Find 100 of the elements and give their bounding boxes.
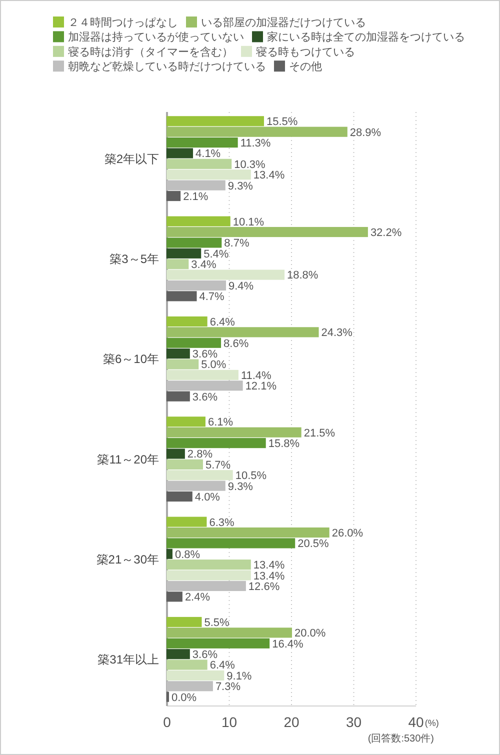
bar: [166, 516, 207, 527]
y-tick-label: 築31年以上: [98, 652, 159, 667]
bar: [166, 391, 190, 402]
bar: [166, 649, 190, 660]
data-label: 4.1%: [196, 148, 221, 160]
data-label: 6.4%: [210, 660, 236, 672]
legend-label: その他: [289, 61, 322, 74]
bar: [166, 427, 302, 438]
bar: [166, 527, 330, 538]
bar: [166, 681, 213, 692]
data-label: 3.6%: [192, 391, 218, 404]
text: (回答数:530件): [368, 732, 434, 745]
y-tick-label: 築2年以下: [104, 152, 159, 166]
data-label: 4.7%: [199, 291, 225, 304]
bar: [166, 327, 319, 338]
bar: [166, 638, 270, 648]
bar: [166, 170, 251, 180]
x-tick-label: 40: [408, 714, 424, 730]
x-axis-title: (%): [424, 718, 439, 728]
data-label: 11.3%: [240, 138, 271, 150]
bar: [166, 448, 185, 459]
data-label: 13.4%: [253, 170, 285, 182]
data-label: 11.4%: [240, 370, 272, 382]
bar: [166, 126, 348, 137]
bar: [166, 226, 368, 238]
bar: [166, 616, 202, 628]
data-label: 2.8%: [187, 448, 213, 461]
data-label: 8.6%: [224, 338, 249, 350]
data-label: 5.7%: [205, 459, 231, 472]
bar: [166, 570, 251, 580]
data-label: 15.8%: [268, 438, 300, 450]
data-label: 6.3%: [209, 516, 235, 529]
data-label: 8.7%: [224, 238, 250, 250]
bar: [166, 670, 224, 681]
data-label: 26.0%: [332, 527, 364, 540]
data-label: 13.4%: [253, 570, 285, 582]
data-label: 28.9%: [350, 126, 382, 139]
legend-label: 加湿器は持っているが使っていない: [68, 30, 244, 44]
legend-label: 寝る時もつけている: [256, 45, 355, 58]
data-label: 10.3%: [234, 158, 266, 171]
data-label: 5.5%: [204, 616, 230, 629]
data-label: 10.5%: [235, 470, 267, 482]
legend-label: 家にいる時は全ての加湿器をつけている: [267, 30, 465, 44]
data-label: 9.4%: [228, 280, 254, 292]
bar: [166, 316, 208, 327]
bar: [166, 660, 208, 670]
data-label: 32.2%: [370, 226, 402, 239]
data-label: 10.1%: [232, 216, 264, 228]
bar: [166, 291, 197, 302]
x-tick-label: 20: [284, 714, 300, 730]
data-label: 5.0%: [201, 359, 226, 372]
data-label: 4.0%: [194, 491, 220, 504]
bar: [166, 338, 222, 348]
data-label: 5.4%: [204, 248, 229, 260]
bar: [166, 259, 189, 270]
data-label: 3.6%: [192, 348, 218, 361]
data-label: 9.1%: [226, 670, 252, 682]
legend-label: ２４時間つけっぱなし: [68, 16, 178, 29]
y-tick-label: 築6～10年: [102, 352, 159, 366]
data-label: 16.4%: [272, 638, 304, 650]
bar: [166, 248, 202, 258]
x-tick-label: 30: [346, 714, 362, 730]
data-label: 7.3%: [215, 681, 241, 694]
legend-label: 朝晩など乾燥している時だけつけている: [68, 60, 266, 74]
data-label: 6.1%: [208, 416, 234, 429]
data-label: 24.3%: [321, 327, 353, 340]
bar: [166, 459, 203, 470]
data-label: 0.0%: [172, 692, 197, 704]
data-label: 2.4%: [184, 592, 210, 604]
bar: [166, 416, 206, 427]
data-label: 12.1%: [245, 380, 277, 393]
bar: [166, 359, 199, 370]
bar: [166, 137, 238, 148]
bar: [166, 270, 285, 280]
x-tick-label: 0: [163, 714, 172, 730]
data-label: 13.4%: [253, 560, 285, 572]
bar: [166, 280, 226, 291]
legend-label: 寝る時は消す（タイマーを含む）: [68, 45, 233, 58]
bar: [166, 370, 238, 380]
data-label: 9.3%: [228, 180, 254, 192]
data-label: 18.8%: [287, 270, 318, 282]
bar: [166, 628, 292, 638]
bar: [166, 592, 182, 602]
bar: [166, 560, 251, 570]
data-label: 3.4%: [191, 259, 216, 272]
bar: [166, 238, 222, 248]
y-tick-label: 築21～30年: [96, 552, 159, 567]
bar: [166, 438, 266, 448]
data-label: 3.6%: [192, 649, 218, 662]
bar: [166, 158, 232, 169]
data-label: 9.3%: [228, 480, 254, 493]
x-tick-label: 10: [221, 714, 238, 730]
y-tick-label: 築11～20年: [97, 452, 159, 466]
bar: [166, 548, 172, 559]
data-label: 15.5%: [266, 116, 298, 128]
data-label: 12.6%: [248, 580, 280, 593]
data-label: 20.0%: [294, 628, 326, 640]
legend-label: いる部屋の加湿器だけつけている: [201, 16, 366, 29]
data-label: 0.8%: [174, 548, 200, 561]
bar: [166, 190, 181, 202]
